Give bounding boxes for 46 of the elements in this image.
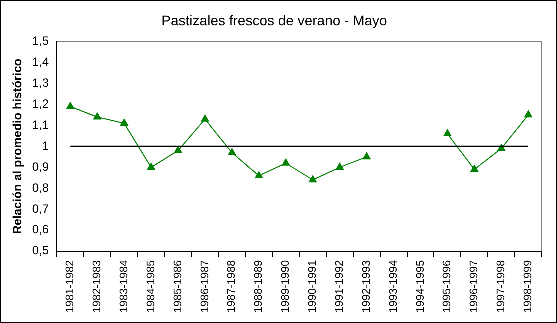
point xyxy=(336,163,344,170)
x-tick-label: 1991-1992 xyxy=(334,260,346,314)
x-tick-label: 1993-1994 xyxy=(388,260,400,314)
point xyxy=(201,114,210,122)
y-tick-label: 1,3 xyxy=(32,76,50,90)
x-tick-label: 1985-1986 xyxy=(172,260,184,314)
y-tick-label: 1,1 xyxy=(32,118,50,132)
x-tick-label: 1987-1988 xyxy=(226,260,238,314)
chart-title: Pastizales frescos de verano - Mayo xyxy=(162,12,388,28)
point xyxy=(444,130,452,137)
y-tick-label: 1,2 xyxy=(32,96,50,111)
y-tick-label: 0,9 xyxy=(32,160,50,174)
y-tick-label: 0,7 xyxy=(32,202,50,216)
y-tick-label: 1,4 xyxy=(32,55,50,70)
y-tick-label: 0,5 xyxy=(32,244,50,258)
y-tick-label: 0,8 xyxy=(32,180,50,195)
y-tick-label: 1,5 xyxy=(32,34,50,48)
x-tick-label: 1986-1987 xyxy=(199,260,212,314)
point xyxy=(228,148,236,156)
x-tick-label: 1997-1998 xyxy=(496,260,508,314)
y-axis-title: Relación al promedio histórico xyxy=(10,58,25,234)
point xyxy=(94,112,102,120)
x-tick-label: 1992-1993 xyxy=(360,260,373,314)
x-tick-label: 1995-1996 xyxy=(442,260,454,314)
y-tick-label: 0,6 xyxy=(32,222,50,237)
point xyxy=(309,176,317,183)
point xyxy=(470,165,479,172)
point xyxy=(120,119,128,126)
x-tick-label: 1994-1995 xyxy=(414,260,427,314)
point xyxy=(362,152,371,160)
x-tick-label: 1989-1990 xyxy=(280,260,292,314)
point xyxy=(282,158,290,166)
point xyxy=(66,102,75,110)
x-tick-label: 1983-1984 xyxy=(118,260,130,314)
y-tick-label: 1 xyxy=(42,138,50,153)
x-tick-label: 1984-1985 xyxy=(145,260,158,314)
x-tick-label: 1996-1997 xyxy=(468,260,481,314)
point xyxy=(255,171,264,178)
x-tick-label: 1998-1999 xyxy=(522,260,535,314)
point xyxy=(524,110,532,118)
x-tick-label: 1990-1991 xyxy=(307,260,320,314)
x-tick-label: 1982-1983 xyxy=(92,260,104,314)
x-tick-label: 1988-1989 xyxy=(253,260,266,314)
point xyxy=(147,163,156,170)
x-tick-label: 1981-1982 xyxy=(64,260,77,314)
point xyxy=(174,146,182,154)
